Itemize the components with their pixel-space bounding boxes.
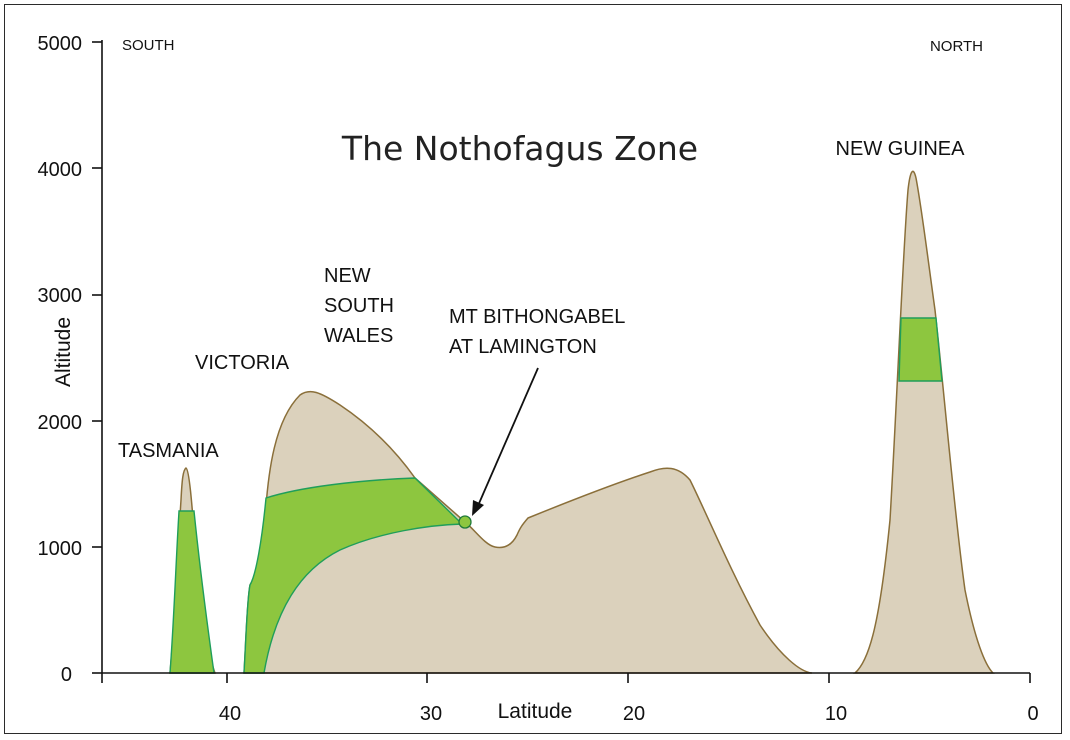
terrain-new-guinea bbox=[852, 170, 995, 674]
zone-victoria-nsw bbox=[243, 477, 464, 674]
axes bbox=[92, 40, 1031, 683]
x-tick-labels: 40 30 20 10 0 bbox=[219, 703, 1039, 725]
annotation-label: MT BITHONGABEL AT LAMINGTON bbox=[449, 306, 630, 358]
y-tick-label: 2000 bbox=[38, 412, 83, 434]
terrain-layer bbox=[169, 170, 995, 674]
region-label-nsw-line: SOUTH bbox=[324, 295, 394, 317]
annotation-marker bbox=[458, 515, 472, 529]
x-tick-label: 40 bbox=[219, 703, 241, 725]
y-axis-label: Altitude bbox=[52, 317, 75, 387]
y-tick-labels: 0 1000 2000 3000 4000 5000 bbox=[38, 33, 83, 686]
annotation-label-line: MT BITHONGABEL bbox=[449, 306, 625, 328]
zone-layer bbox=[169, 317, 943, 674]
annotation-arrowhead bbox=[472, 500, 484, 516]
zone-tasmania bbox=[169, 510, 215, 674]
chart-title: The Nothofagus Zone bbox=[341, 129, 698, 168]
region-label-tasmania: TASMANIA bbox=[118, 440, 219, 462]
region-label-victoria: VICTORIA bbox=[195, 352, 290, 374]
y-tick-label: 1000 bbox=[38, 538, 83, 560]
zone-new-guinea bbox=[898, 317, 943, 382]
y-tick-label: 4000 bbox=[38, 159, 83, 181]
x-tick-label: 10 bbox=[825, 703, 847, 725]
annotation-group bbox=[458, 367, 539, 529]
north-label: NORTH bbox=[930, 38, 983, 55]
y-tick-label: 3000 bbox=[38, 285, 83, 307]
x-tick-label: 0 bbox=[1027, 703, 1038, 725]
region-label-nsw-line: WALES bbox=[324, 325, 393, 347]
figure-frame bbox=[4, 4, 1062, 734]
y-tick-label: 5000 bbox=[38, 33, 83, 55]
x-axis-label: Latitude bbox=[498, 700, 573, 723]
region-label-nsw-line: NEW bbox=[324, 265, 371, 287]
annotation-label-line: AT LAMINGTON bbox=[449, 336, 597, 358]
region-label-new-guinea: NEW GUINEA bbox=[836, 138, 966, 160]
x-tick-label: 20 bbox=[623, 703, 645, 725]
y-tick-label: 0 bbox=[61, 664, 72, 686]
south-label: SOUTH bbox=[122, 37, 175, 54]
region-label-nsw: NEW SOUTH WALES bbox=[324, 265, 400, 347]
x-tick-label: 30 bbox=[420, 703, 442, 725]
annotation-arrow-line bbox=[476, 367, 539, 509]
